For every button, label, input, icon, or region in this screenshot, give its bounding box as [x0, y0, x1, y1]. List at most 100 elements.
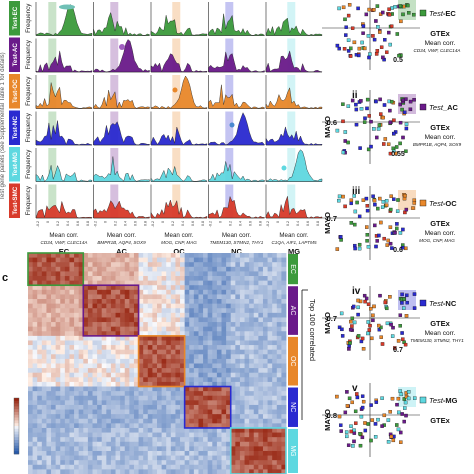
scatter-point [391, 325, 395, 330]
heatmap-cell [235, 257, 241, 263]
heatmap-cell [143, 322, 149, 328]
heatmap-cell [143, 455, 149, 461]
heatmap-cell [166, 469, 172, 474]
heatmap-cell [244, 400, 250, 406]
heatmap-cell [120, 257, 126, 263]
heatmap-cell [69, 400, 75, 406]
heatmap-cell [32, 395, 38, 401]
heatmap-cell [272, 446, 278, 452]
heatmap-cell [41, 299, 47, 305]
heatmap-cell [37, 450, 43, 456]
heatmap-cell [184, 404, 190, 410]
heatmap-cell [230, 418, 236, 424]
heatmap-cell [244, 404, 250, 410]
heatmap-cell [193, 299, 199, 305]
heatmap-cell [175, 335, 181, 341]
row-label-box-5 [9, 183, 20, 218]
heatmap-cell [110, 280, 116, 286]
heatmap-cell [161, 312, 167, 318]
heatmap-cell [180, 381, 186, 387]
heatmap-cell [193, 322, 199, 328]
heatmap-cell [152, 363, 158, 369]
heatmap-cell [60, 303, 66, 309]
heatmap-cell [249, 322, 255, 328]
heatmap-cell [235, 358, 241, 364]
scatter-point [391, 438, 396, 443]
heatmap-cell [258, 418, 264, 424]
heatmap-cell [221, 262, 227, 268]
heatmap-cell [166, 391, 172, 397]
heatmap-cell [226, 400, 232, 406]
histogram-area [265, 196, 323, 219]
heatmap-cell [216, 253, 222, 258]
legend-text-italic: Test [429, 299, 444, 308]
heatmap-cell [175, 386, 181, 392]
heatmap-cell [41, 437, 47, 443]
threshold-band [287, 38, 296, 72]
heatmap-cell [216, 381, 222, 387]
heatmap-cell [120, 294, 126, 300]
block-label-box [288, 387, 298, 427]
heatmap-cell [92, 441, 98, 447]
scatter-point [390, 246, 394, 250]
heatmap-cell [212, 285, 218, 291]
heatmap-cell [55, 427, 61, 433]
heatmap-cell [161, 317, 167, 323]
heatmap-cell [180, 299, 186, 305]
heatmap-cell [175, 455, 181, 461]
heatmap-cell [55, 280, 61, 286]
heatmap-cell [133, 349, 139, 355]
tick-label: 0.4 [124, 221, 128, 226]
heatmap-cell [152, 312, 158, 318]
heatmap-cell [87, 368, 93, 374]
heatmap-cell [28, 335, 34, 341]
heatmap-cell [212, 335, 218, 341]
heatmap-cell [133, 450, 139, 456]
row-ylabel-0: Frequency [25, 3, 32, 33]
heatmap-cell [157, 455, 163, 461]
heatmap-cell [253, 271, 259, 277]
heatmap-cell [267, 377, 273, 383]
heatmap-cell [216, 285, 222, 291]
heatmap-cell [180, 441, 186, 447]
heatmap-cell [101, 345, 107, 351]
heatmap-cell [106, 427, 112, 433]
heatmap-cell [64, 345, 70, 351]
histogram-area [208, 84, 265, 109]
heatmap-cell [120, 280, 126, 286]
scatter-point [390, 99, 394, 104]
heatmap-cell [170, 271, 176, 277]
heatmap-cell [262, 289, 268, 295]
heatmap-cell [32, 322, 38, 328]
heatmap-cell [189, 299, 195, 305]
heatmap-cell [101, 299, 107, 305]
heatmap-cell [235, 432, 241, 438]
tick-label: 0 [161, 221, 165, 223]
heatmap-cell [230, 358, 236, 364]
color-scale-step [14, 403, 19, 407]
heatmap-cell [203, 349, 209, 355]
heatmap-cell [106, 423, 112, 429]
heatmap-cell [106, 285, 112, 291]
scatter-point [361, 31, 365, 35]
heatmap-cell [83, 308, 89, 314]
heatmap-cell [216, 437, 222, 443]
heatmap-cell [281, 257, 287, 263]
heatmap-cell [207, 441, 213, 447]
scatter-point [371, 194, 375, 198]
heatmap-cell [101, 427, 107, 433]
heatmap-cell [147, 285, 153, 291]
heatmap-cell [97, 391, 103, 397]
heatmap-cell [97, 372, 103, 378]
heatmap-cell [207, 400, 213, 406]
heatmap-cell [152, 377, 158, 383]
heatmap-cell [92, 381, 98, 387]
ac-cell-icon [119, 44, 125, 50]
heatmap-cell [28, 455, 34, 461]
heatmap-cell [133, 317, 139, 323]
heatmap-cell [207, 469, 213, 474]
heatmap-cell [101, 409, 107, 415]
heatmap-cell [161, 427, 167, 433]
heatmap-cell [110, 289, 116, 295]
heatmap-cell [129, 391, 135, 397]
